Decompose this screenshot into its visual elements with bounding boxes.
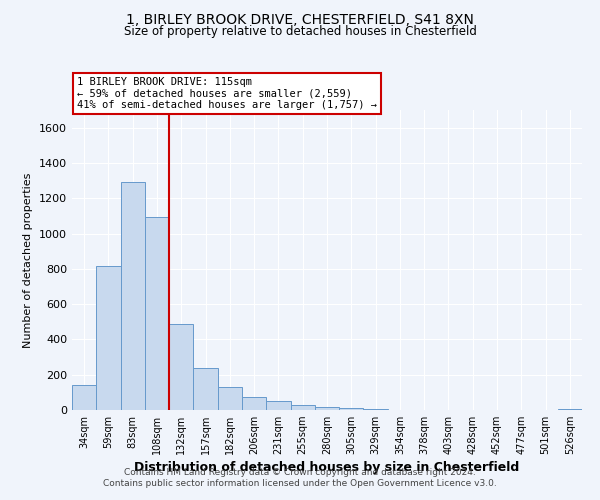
Bar xyxy=(145,217,169,410)
Text: 1 BIRLEY BROOK DRIVE: 115sqm
← 59% of detached houses are smaller (2,559)
41% of: 1 BIRLEY BROOK DRIVE: 115sqm ← 59% of de… xyxy=(77,77,377,110)
Text: Size of property relative to detached houses in Chesterfield: Size of property relative to detached ho… xyxy=(124,25,476,38)
Text: Contains HM Land Registry data © Crown copyright and database right 2024.
Contai: Contains HM Land Registry data © Crown c… xyxy=(103,468,497,487)
X-axis label: Distribution of detached houses by size in Chesterfield: Distribution of detached houses by size … xyxy=(134,462,520,474)
Bar xyxy=(266,401,290,410)
Bar xyxy=(169,324,193,410)
Bar xyxy=(290,404,315,410)
Y-axis label: Number of detached properties: Number of detached properties xyxy=(23,172,34,348)
Bar xyxy=(558,408,582,410)
Bar xyxy=(96,266,121,410)
Bar xyxy=(339,408,364,410)
Bar xyxy=(72,386,96,410)
Bar xyxy=(218,388,242,410)
Bar xyxy=(242,397,266,410)
Bar xyxy=(315,407,339,410)
Bar xyxy=(364,409,388,410)
Bar xyxy=(193,368,218,410)
Bar xyxy=(121,182,145,410)
Text: 1, BIRLEY BROOK DRIVE, CHESTERFIELD, S41 8XN: 1, BIRLEY BROOK DRIVE, CHESTERFIELD, S41… xyxy=(126,12,474,26)
